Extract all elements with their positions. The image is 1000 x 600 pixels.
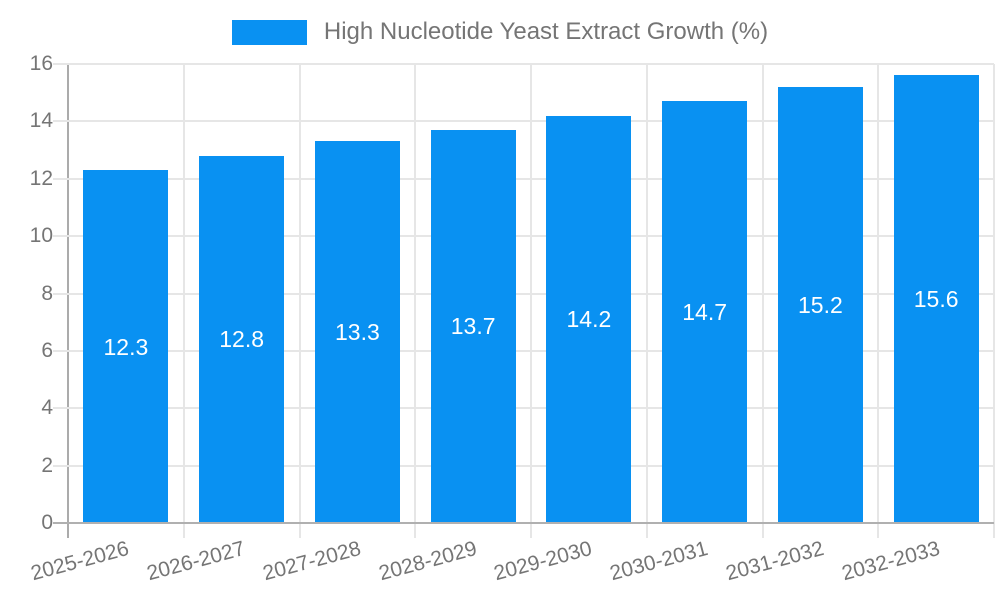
y-axis-tick-label: 4 [41,396,53,420]
v-gridline [645,64,648,538]
bar-2031-2032: 15.2 [777,86,863,523]
bar-value-label: 15.2 [797,291,843,318]
v-gridline [761,64,764,538]
h-gridline [53,464,994,467]
bar-2032-2033: 15.6 [893,75,979,523]
y-axis-tick-label: 2 [41,453,53,477]
bar-2025-2026: 12.3 [83,170,169,523]
chart-legend: High Nucleotide Yeast Extract Growth (%) [0,17,1000,47]
h-gridline [53,292,994,295]
y-axis-tick-label: 12 [29,166,53,190]
y-axis-tick-label: 14 [29,109,53,133]
plot-area: 12.3 12.8 13.3 13.7 14.2 14.7 15.2 15.6 [53,63,995,538]
bar-2026-2027: 12.8 [199,155,285,523]
bar-2027-2028: 13.3 [314,141,400,523]
h-gridline [53,63,994,65]
bar-2029-2030: 14.2 [546,115,632,523]
h-gridline [53,120,994,123]
bar-value-label: 15.6 [913,286,959,313]
v-gridline [993,64,995,538]
y-axis-tick-label: 6 [41,338,53,362]
v-gridline [530,64,532,538]
x-axis-tick-label: 2026-2027 [144,537,248,586]
h-gridline [53,177,994,180]
bar-value-label: 14.7 [682,299,727,326]
y-axis-labels: 0 2 4 6 8 10 12 14 16 [0,52,53,534]
x-axis-tick-label: 2025-2026 [28,537,132,586]
bar-2028-2029: 13.7 [430,129,516,523]
bar-value-label: 12.3 [103,333,149,360]
h-gridline [53,407,994,410]
x-axis-line [53,522,994,524]
y-axis-line [67,64,69,538]
x-axis-tick-label: 2028-2029 [376,537,480,586]
legend-label: High Nucleotide Yeast Extract Growth (%) [323,18,769,45]
v-gridline [182,64,185,538]
v-gridline [298,64,301,538]
y-axis-tick-label: 16 [29,52,53,75]
bar-value-label: 13.7 [450,313,496,340]
legend-swatch [231,19,307,45]
x-axis-tick-label: 2029-2030 [491,537,595,586]
y-axis-tick-label: 8 [41,281,53,305]
x-axis-tick-label: 2031-2032 [723,537,827,586]
x-axis-tick-label: 2027-2028 [260,537,364,586]
v-gridline [414,64,417,538]
bar-2030-2031: 14.7 [662,101,748,523]
x-axis-tick-label: 2032-2033 [839,537,943,586]
y-axis-tick-label: 0 [41,511,53,534]
x-axis-tick-label: 2030-2031 [607,537,711,586]
bar-value-label: 14.2 [566,306,612,333]
bar-value-label: 13.3 [334,319,380,346]
bar-value-label: 12.8 [219,326,264,353]
x-axis-labels: 2025-2026 2026-2027 2027-2028 2028-2029 2029… [29,523,994,600]
y-axis-tick-label: 10 [29,224,53,248]
v-gridline [877,64,880,538]
h-gridline [53,235,994,238]
h-gridline [53,349,994,352]
